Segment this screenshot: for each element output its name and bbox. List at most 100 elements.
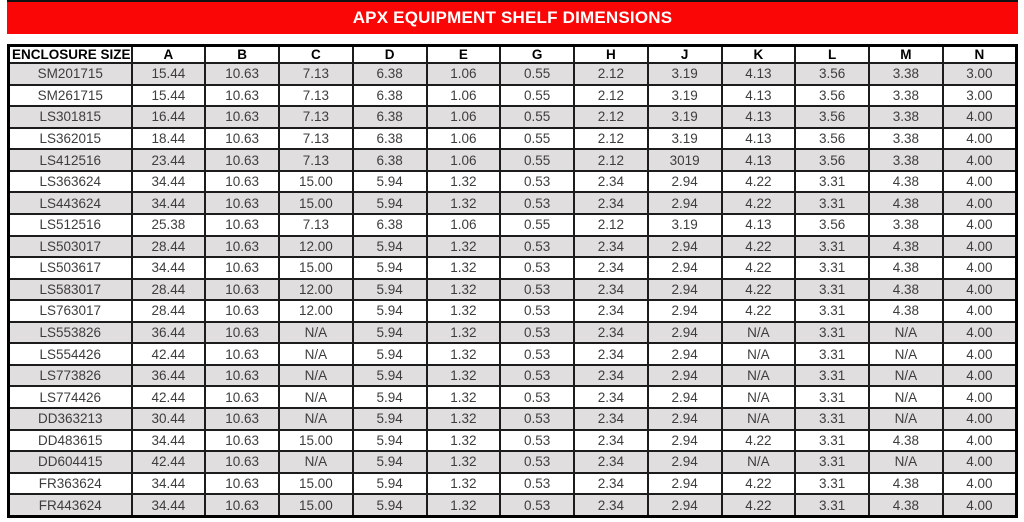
dimension-cell: N/A [868,320,944,345]
dimension-cell: 5.94 [351,191,428,215]
dimension-cell: 4.13 [720,62,797,86]
enclosure-size-cell: DD483615 [7,428,133,453]
dimension-cell: 0.53 [499,342,575,366]
dimension-cell: 4.13 [720,105,797,129]
dimension-cell: 4.00 [941,471,1018,496]
dimension-cell: 10.63 [204,256,280,280]
dimension-cell: 1.32 [425,428,502,453]
dimension-cell: 4.38 [868,234,944,259]
dimension-cell: 6.38 [351,83,428,108]
dimension-cell: 2.34 [573,471,649,496]
dimension-cell: 16.44 [130,105,207,129]
dimension-cell: 12.00 [278,277,354,302]
dimension-cell: 10.63 [204,277,280,302]
dimension-cell: N/A [720,363,797,388]
dimension-cell: 2.12 [573,62,649,86]
dimension-cell: 3.38 [868,105,944,129]
dimension-cell: 7.13 [278,62,354,86]
dimension-cell: N/A [278,342,354,366]
dimension-cell: 4.00 [941,363,1018,388]
dimension-cell: 3.31 [794,407,870,431]
dimension-cell: 3.38 [868,212,944,237]
dimension-cell: 2.94 [646,428,723,453]
dimension-cell: 0.53 [499,385,575,409]
dimension-cell: 15.00 [278,191,354,215]
dimension-cell: 10.63 [204,234,280,259]
enclosure-size-cell: FR363624 [7,471,133,496]
dimension-cell: 3.56 [794,126,870,151]
dimension-cell: 2.34 [573,428,649,453]
dimension-cell: 15.44 [130,83,207,108]
dimension-cell: 0.53 [499,450,575,474]
dimension-cell: 36.44 [130,320,207,345]
dimension-cell: 0.53 [499,191,575,215]
dimension-cell: 5.94 [351,428,428,453]
dimension-cell: 2.94 [646,385,723,409]
dimension-cell: 1.32 [425,407,502,431]
dimension-cell: 4.13 [720,126,797,151]
page-title: APX EQUIPMENT SHELF DIMENSIONS [352,8,673,27]
column-header-j: J [646,44,723,64]
dimension-cell: 7.13 [278,83,354,108]
dimension-cell: N/A [720,342,797,366]
dimension-cell: 3.38 [868,126,944,151]
dimension-cell: 7.13 [278,212,354,237]
enclosure-size-cell: LS554426 [7,342,133,366]
dimension-cell: 4.00 [941,256,1018,280]
dimension-cell: 25.38 [130,212,207,237]
dimension-cell: 15.00 [278,428,354,453]
dimension-cell: 3.19 [646,83,723,108]
dimension-cell: 1.06 [425,148,502,172]
table-row: LS774426 42.44 10.63 N/A 5.94 1.32 0.53 2.34 2.9… [7,385,1018,409]
dimension-cell: N/A [278,363,354,388]
table-row: DD363213 30.44 10.63 N/A 5.94 1.32 0.53 2.34 2.9… [7,407,1018,431]
dimension-cell: 0.53 [499,299,575,323]
dimension-cell: 0.55 [499,212,575,237]
dimension-cell: 12.00 [278,299,354,323]
dimension-cell: 5.94 [351,407,428,431]
dimension-cell: 2.94 [646,256,723,280]
dimension-cell: 5.94 [351,471,428,496]
table-row: LS412516 23.44 10.63 7.13 6.38 1.06 0.55 2.12 30… [7,148,1018,172]
dimension-cell: 10.63 [204,169,280,194]
dimension-cell: N/A [720,320,797,345]
dimension-cell: N/A [278,385,354,409]
dimension-cell: 2.34 [573,299,649,323]
dimension-cell: 3.56 [794,83,870,108]
enclosure-size-cell: SM261715 [7,83,133,108]
dimension-cell: 10.63 [204,342,280,366]
enclosure-size-cell: LS362015 [7,126,133,151]
dimension-cell: 6.38 [351,105,428,129]
enclosure-size-cell: LS503017 [7,234,133,259]
dimension-cell: 2.94 [646,342,723,366]
dimension-cell: 23.44 [130,148,207,172]
dimension-cell: N/A [278,407,354,431]
dimension-cell: 5.94 [351,385,428,409]
dimension-cell: 2.34 [573,256,649,280]
dimension-cell: 28.44 [130,299,207,323]
dimension-cell: 3.56 [794,62,870,86]
dimension-cell: 4.00 [941,450,1018,474]
dimension-cell: 10.63 [204,83,280,108]
dimension-cell: 3.31 [794,299,870,323]
dimension-cell: 2.34 [573,407,649,431]
dimensions-table: ENCLOSURE SIZE A B C D E G H J K L M N SM201715 15.44… [7,44,1018,518]
dimension-cell: 4.13 [720,83,797,108]
dimension-cell: 15.00 [278,471,354,496]
dimension-cell: 5.94 [351,277,428,302]
table-row: SM261715 15.44 10.63 7.13 6.38 1.06 0.55 2.12 3.… [7,83,1018,108]
enclosure-size-cell: LS412516 [7,148,133,172]
table-row: LS301815 16.44 10.63 7.13 6.38 1.06 0.55 2.12 3.… [7,105,1018,129]
dimension-cell: 6.38 [351,126,428,151]
dimension-cell: 1.32 [425,191,502,215]
dimension-cell: 4.00 [941,428,1018,453]
dimension-cell: 0.53 [499,320,575,345]
dimension-cell: 0.53 [499,428,575,453]
dimension-cell: 10.63 [204,62,280,86]
dimension-cell: 6.38 [351,62,428,86]
dimension-cell: 4.00 [941,320,1018,345]
dimension-cell: 10.63 [204,428,280,453]
dimension-cell: 1.32 [425,385,502,409]
dimension-cell: 2.94 [646,493,723,518]
dimension-cell: 3.19 [646,62,723,86]
